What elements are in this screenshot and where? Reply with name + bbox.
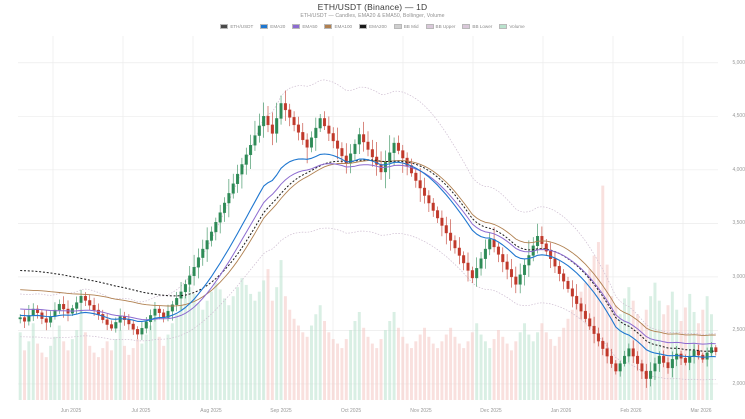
page-title: ETH/USDT (Binance) — 1D xyxy=(317,2,428,12)
y-tick-label: 2,000 xyxy=(732,380,745,387)
x-tick-label: Aug 2025 xyxy=(200,408,222,414)
x-tick-label: Nov 2025 xyxy=(410,408,432,414)
y-tick-label: 3,500 xyxy=(732,220,745,227)
chart-subtitle: ETH/USDT — Candles, EMA20 & EMA50, Bolli… xyxy=(300,13,445,19)
y-axis: 5,000 4,500 4,000 3,500 3,000 2,500 2,000 xyxy=(700,36,745,400)
y-tick-label: 2,500 xyxy=(732,327,745,334)
chart-plot-area xyxy=(18,36,718,400)
x-tick-label: Dec 2025 xyxy=(480,408,502,414)
legend-label-price: ETH/USDT xyxy=(230,24,254,29)
y-tick-label: 3,000 xyxy=(732,273,745,280)
x-tick-label: Oct 2025 xyxy=(340,408,362,414)
legend-item-ema100[interactable]: EMA100 xyxy=(324,24,352,29)
candlesticks xyxy=(18,90,718,388)
x-axis: Jun 2025 Jul 2025 Aug 2025 Sep 2025 Oct 2025… xyxy=(18,400,718,419)
x-tick-label: Mar 2026 xyxy=(690,408,712,414)
x-tick-label: Jan 2026 xyxy=(550,408,572,414)
y-tick-label: 4,500 xyxy=(732,113,745,120)
legend-swatch-bb-lower xyxy=(462,24,471,29)
legend-swatch-price xyxy=(220,24,229,29)
legend-label-ema20: EMA20 xyxy=(270,24,286,29)
legend-label-ema200: EMA200 xyxy=(369,24,387,29)
legend-label-bb-lower: BB Lower xyxy=(472,24,493,29)
line-ema50 xyxy=(20,163,716,345)
legend-swatch-bb-mid xyxy=(393,24,402,29)
legend-label-bb-mid: BB Mid xyxy=(403,24,419,29)
line-ema20 xyxy=(20,153,716,358)
x-tick-label: Jun 2025 xyxy=(60,408,82,414)
legend-item-volume[interactable]: Volume xyxy=(499,24,525,29)
legend-swatch-ema20 xyxy=(260,24,269,29)
x-tick-label: Jul 2025 xyxy=(131,408,151,414)
legend-swatch-bb-upper xyxy=(425,24,434,29)
line-ema100 xyxy=(20,160,716,337)
legend-item-bb-upper[interactable]: BB Upper xyxy=(425,24,456,29)
legend-item-ema200[interactable]: EMA200 xyxy=(359,24,387,29)
legend-swatch-volume xyxy=(499,24,508,29)
legend-label-ema100: EMA100 xyxy=(334,24,353,29)
legend-item-price[interactable]: ETH/USDT xyxy=(220,24,253,29)
legend-item-ema50[interactable]: EMA50 xyxy=(292,24,317,29)
y-tick-label: 5,000 xyxy=(732,59,745,66)
volume-bars xyxy=(18,185,713,400)
legend-item-bb-mid[interactable]: BB Mid xyxy=(393,24,419,29)
legend-swatch-ema200 xyxy=(359,24,368,29)
chart-legend: ETH/USDT EMA20 EMA50 EMA100 EMA200 BB Mid BB U… xyxy=(0,24,745,29)
legend-label-ema50: EMA50 xyxy=(302,24,318,29)
legend-swatch-ema50 xyxy=(292,24,301,29)
bollinger-bands xyxy=(20,79,716,381)
x-tick-label: Sep 2025 xyxy=(270,408,292,414)
legend-item-bb-lower[interactable]: BB Lower xyxy=(462,24,492,29)
legend-label-bb-upper: BB Upper xyxy=(435,24,456,29)
y-tick-label: 4,000 xyxy=(732,166,745,173)
moving-averages xyxy=(20,153,716,358)
legend-swatch-ema100 xyxy=(324,24,333,29)
legend-item-ema20[interactable]: EMA20 xyxy=(260,24,285,29)
x-tick-label: Feb 2026 xyxy=(620,408,642,414)
legend-label-volume: Volume xyxy=(509,24,525,29)
